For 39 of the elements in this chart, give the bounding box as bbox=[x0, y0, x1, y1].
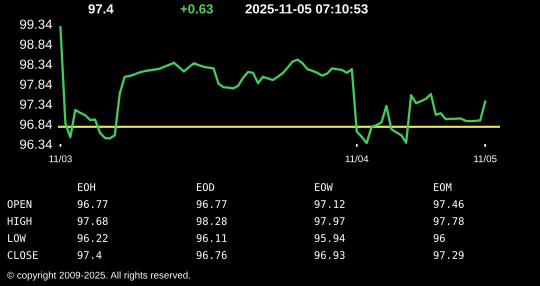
text: +0.63 bbox=[180, 4, 213, 14]
text: 96.76 bbox=[196, 251, 227, 260]
text: 98.28 bbox=[196, 217, 227, 226]
text: 95.94 bbox=[314, 234, 345, 242]
y-tick-label: 98.34 bbox=[20, 60, 52, 69]
category-label: EOH bbox=[78, 183, 96, 192]
y-tick-label: 97.34 bbox=[20, 100, 52, 109]
category-label: LOW bbox=[8, 234, 26, 242]
text: 97.97 bbox=[314, 217, 345, 226]
y-tick-label: 96.84 bbox=[20, 120, 52, 129]
text: 97.78 bbox=[434, 217, 464, 226]
text: 96.22 bbox=[78, 234, 108, 242]
category-label: EOW bbox=[315, 183, 333, 192]
x-tick-label: 11/05 bbox=[474, 155, 497, 162]
text: 2025-11-05 07:10:53 bbox=[245, 4, 368, 14]
text: 96.77 bbox=[78, 200, 108, 208]
category-label: EOD bbox=[197, 183, 214, 192]
chart-title: 97.4 bbox=[78, 251, 102, 260]
category-label: HIGH bbox=[8, 217, 32, 226]
text: 97.68 bbox=[78, 217, 108, 226]
text: 96.77 bbox=[196, 200, 227, 208]
text: 97.46 bbox=[434, 200, 464, 208]
y-tick-label: 96.34 bbox=[20, 140, 52, 149]
category-label: EOM bbox=[434, 183, 452, 192]
text: 96 bbox=[434, 234, 445, 242]
y-tick-label: 97.84 bbox=[20, 80, 52, 89]
text: 96.11 bbox=[196, 234, 227, 242]
text: 96.93 bbox=[314, 251, 345, 260]
text: 97.12 bbox=[314, 200, 344, 208]
line-series bbox=[59, 26, 486, 144]
y-tick-label: 99.34 bbox=[20, 20, 52, 29]
x-tick-label: 11/04 bbox=[346, 155, 368, 162]
y-tick-label: 98.84 bbox=[20, 40, 52, 49]
text: 97.29 bbox=[434, 251, 464, 260]
text: © copyright 2009-2025. All rights reserved. bbox=[7, 271, 190, 281]
category-label: CLOSE bbox=[8, 251, 38, 260]
category-label: OPEN bbox=[8, 200, 32, 208]
chart-title: 97.4 bbox=[88, 4, 114, 14]
x-tick-label: 11/03 bbox=[49, 155, 72, 162]
